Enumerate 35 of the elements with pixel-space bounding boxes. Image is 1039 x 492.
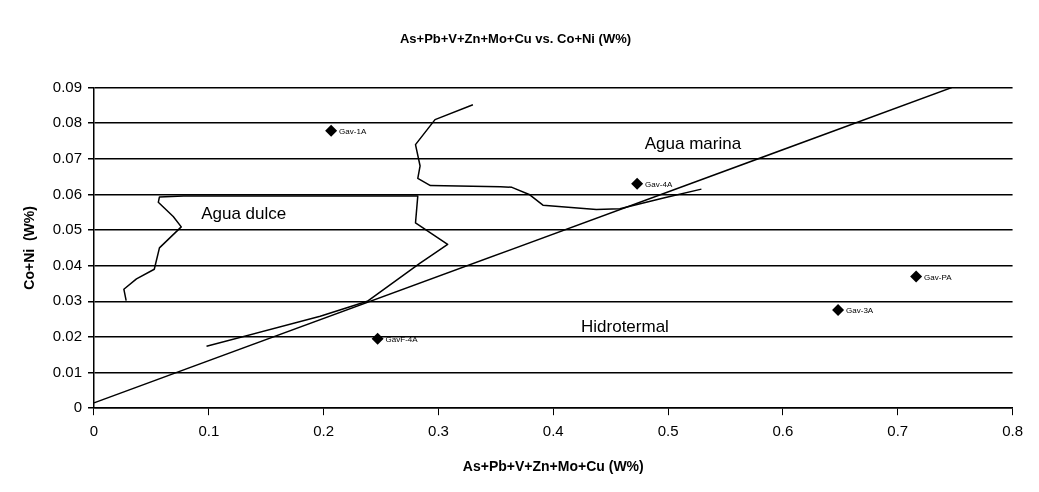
y-tick-label: 0.09 [52, 77, 82, 95]
x-tick-label: 0.5 [657, 422, 679, 440]
y-tick-label: 0.07 [52, 148, 82, 166]
data-label: Gav-4A [645, 179, 673, 189]
x-tick-label: 0.6 [772, 422, 794, 440]
x-tick-label: 0.4 [542, 422, 564, 440]
annotation: Agua marina [644, 134, 742, 154]
chart-title: As+Pb+V+Zn+Mo+Cu vs. Co+Ni (W%) [399, 31, 632, 47]
y-tick-label: 0.01 [52, 362, 82, 380]
annotation: Agua dulce [201, 203, 287, 223]
y-axis-title: Co+Ni (W%) [21, 206, 38, 290]
y-tick-label: 0.08 [52, 113, 82, 131]
x-axis-title: As+Pb+V+Zn+Mo+Cu (W%) [462, 458, 644, 475]
y-tick-label: 0.05 [52, 220, 82, 238]
point [631, 177, 644, 190]
data-label: Gav-1A [339, 126, 367, 136]
y-tick-label: 0.02 [52, 327, 82, 345]
y-tick-label: 0 [73, 398, 82, 416]
data-label: Gav-PA [924, 272, 953, 282]
data-label: GavF-4A [385, 334, 419, 344]
y-tick-label: 0.06 [52, 184, 82, 202]
x-tick-label: 0.2 [313, 422, 335, 440]
y-tick-label: 0.04 [52, 255, 82, 273]
point [910, 270, 923, 283]
y-tick-label: 0.03 [52, 291, 82, 309]
annotation: Hidrotermal [581, 317, 669, 337]
x-tick-label: 0.1 [198, 422, 220, 440]
x-tick-label: 0.3 [428, 422, 449, 440]
x-tick-label: 0.7 [887, 422, 909, 440]
x-tick-label: 0 [89, 422, 99, 440]
data-label: Gav-3A [846, 306, 874, 316]
point [325, 124, 338, 137]
x-tick-label: 0.8 [1002, 422, 1023, 440]
point [832, 303, 845, 316]
point [371, 332, 384, 345]
